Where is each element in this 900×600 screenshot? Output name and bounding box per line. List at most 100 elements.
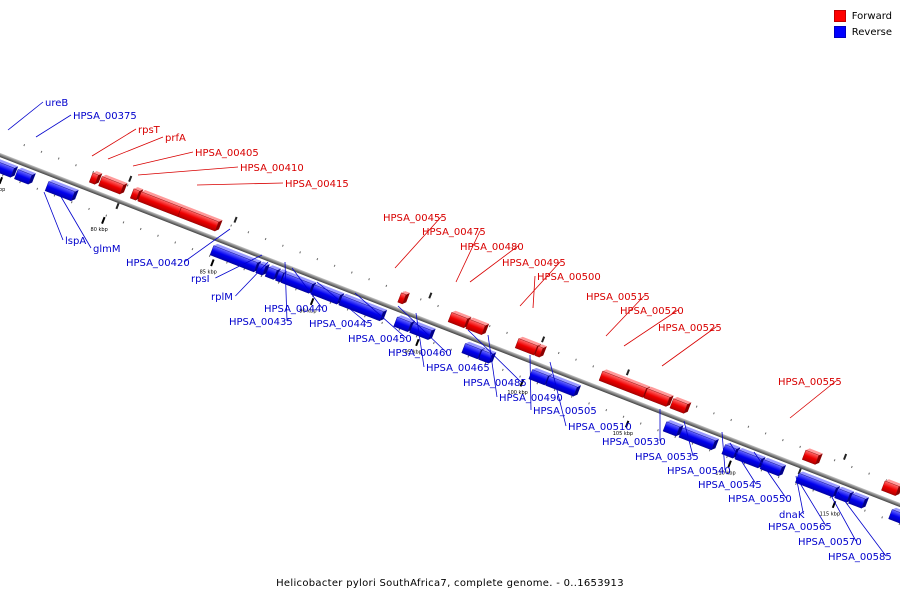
reverse-gene-label[interactable]: dnaK — [779, 510, 805, 521]
reverse-gene-label[interactable]: HPSA_00375 — [73, 111, 137, 122]
minor-tick — [450, 348, 452, 351]
reverse-gene-label[interactable]: rplM — [211, 292, 233, 303]
leader-line — [789, 380, 837, 419]
reverse-gene-label[interactable]: rpsI — [191, 274, 210, 285]
forward-gene-label[interactable]: HPSA_00520 — [620, 306, 684, 317]
reverse-gene-label[interactable]: HPSA_00550 — [728, 494, 792, 505]
forward-gene-block[interactable] — [98, 174, 128, 196]
forward-gene-block[interactable] — [881, 478, 900, 497]
reverse-gene-block[interactable] — [478, 347, 497, 364]
leader-line — [43, 191, 64, 241]
reverse-gene-label[interactable]: HPSA_00540 — [667, 466, 731, 477]
forward-gene-label[interactable]: HPSA_00415 — [285, 179, 349, 190]
reverse-gene-label[interactable]: HPSA_00420 — [126, 258, 190, 269]
minor-tick — [829, 496, 832, 499]
leader-line — [291, 267, 323, 309]
forward-gene-block[interactable] — [534, 343, 547, 358]
forward-gene-block[interactable] — [801, 447, 823, 465]
leader-line — [487, 334, 498, 398]
reverse-gene-label[interactable]: HPSA_00535 — [635, 452, 699, 463]
forward-gene-label[interactable]: HPSA_00475 — [422, 227, 486, 238]
minor-tick — [553, 388, 556, 392]
reverse-gene-label[interactable]: HPSA_00485 — [463, 378, 527, 389]
reverse-gene-block[interactable] — [759, 457, 787, 477]
reverse-gene-label[interactable]: HPSA_00445 — [309, 319, 373, 330]
reverse-gene-label[interactable]: HPSA_00545 — [698, 480, 762, 491]
leader-line — [721, 431, 726, 471]
minor-tick — [53, 194, 56, 197]
minor-tick — [264, 237, 267, 241]
minor-tick — [747, 425, 750, 428]
major-tick — [309, 297, 315, 306]
minor-tick — [329, 301, 332, 304]
minor-tick — [174, 241, 177, 244]
forward-gene-block[interactable] — [643, 386, 674, 408]
reverse-gene-block[interactable] — [795, 470, 841, 498]
reverse-gene-label[interactable]: HPSA_00570 — [798, 537, 862, 548]
minor-tick — [833, 459, 836, 462]
forward-gene-block[interactable] — [465, 316, 490, 336]
reverse-gene-block[interactable] — [678, 425, 719, 451]
reverse-gene-block[interactable] — [14, 167, 36, 186]
minor-tick — [592, 365, 595, 368]
reverse-gene-block[interactable] — [545, 373, 582, 397]
minor-tick — [368, 278, 370, 281]
minor-tick — [247, 231, 250, 234]
reverse-gene-block[interactable] — [280, 270, 317, 294]
leader-line — [137, 166, 239, 176]
leader-line — [605, 295, 645, 337]
forward-gene-label[interactable]: HPSA_00525 — [658, 323, 722, 334]
minor-tick — [122, 221, 125, 224]
minor-tick — [864, 509, 866, 512]
forward-gene-label[interactable]: HPSA_00515 — [586, 292, 650, 303]
reverse-gene-label[interactable]: ureB — [45, 98, 68, 109]
forward-gene-block[interactable] — [177, 204, 223, 232]
minor-tick — [691, 442, 694, 445]
forward-gene-block[interactable] — [397, 290, 410, 305]
minor-tick — [570, 395, 573, 398]
forward-gene-label[interactable]: HPSA_00455 — [383, 213, 447, 224]
forward-gene-label[interactable]: prfA — [165, 133, 186, 144]
forward-gene-label[interactable]: rpsT — [138, 125, 161, 136]
minor-tick — [881, 516, 883, 519]
reverse-gene-label[interactable]: HPSA_00440 — [264, 304, 328, 315]
major-tick — [115, 202, 120, 210]
reverse-gene-label[interactable]: HPSA_00510 — [568, 422, 632, 433]
reverse-gene-label[interactable]: lspA — [65, 236, 86, 247]
reverse-gene-block[interactable] — [0, 151, 19, 178]
reverse-gene-block[interactable] — [44, 179, 79, 202]
forward-gene-label[interactable]: HPSA_00480 — [460, 242, 524, 253]
minor-tick — [299, 251, 301, 254]
forward-gene-label[interactable]: HPSA_00405 — [195, 148, 259, 159]
reverse-gene-block[interactable] — [338, 293, 388, 322]
forward-gene-label[interactable]: HPSA_00495 — [502, 258, 566, 269]
minor-tick — [19, 180, 21, 184]
reverse-gene-label[interactable]: HPSA_00565 — [768, 522, 832, 533]
reverse-gene-block[interactable] — [848, 491, 870, 509]
reverse-gene-label[interactable]: HPSA_00490 — [499, 393, 563, 404]
reverse-gene-block[interactable] — [888, 507, 900, 542]
forward-gene-label[interactable]: HPSA_00410 — [240, 163, 304, 174]
reverse-gene-label[interactable]: HPSA_00465 — [426, 363, 490, 374]
reverse-gene-label[interactable]: HPSA_00460 — [388, 348, 452, 359]
reverse-gene-label[interactable]: HPSA_00505 — [533, 406, 597, 417]
minor-tick — [777, 476, 780, 479]
reverse-gene-label[interactable]: HPSA_00435 — [229, 317, 293, 328]
minor-tick — [730, 418, 732, 422]
minor-tick — [139, 227, 142, 231]
reverse-gene-label[interactable]: HPSA_00450 — [348, 334, 412, 345]
forward-gene-block[interactable] — [88, 170, 103, 185]
forward-gene-block[interactable] — [669, 396, 692, 415]
axis-label: 110 kbp — [715, 471, 735, 477]
forward-gene-label[interactable]: HPSA_00500 — [537, 272, 601, 283]
reverse-gene-label[interactable]: HPSA_00530 — [602, 437, 666, 448]
forward-gene-block[interactable] — [598, 368, 651, 398]
minor-tick — [674, 435, 677, 439]
forward-gene-label[interactable]: HPSA_00555 — [778, 377, 842, 388]
minor-tick — [1, 174, 4, 177]
minor-tick — [799, 445, 801, 448]
reverse-gene-label[interactable]: HPSA_00585 — [828, 552, 892, 563]
reverse-gene-label[interactable]: glmM — [93, 244, 121, 255]
leader-line — [837, 491, 887, 557]
reverse-gene-block[interactable] — [662, 419, 684, 437]
